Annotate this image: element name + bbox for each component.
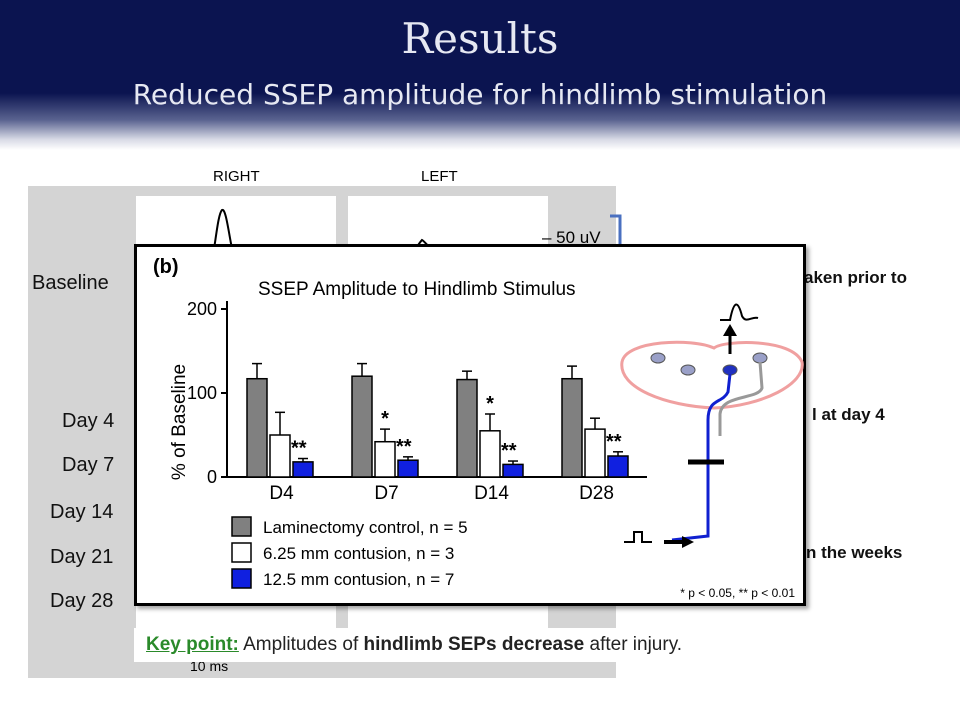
bar <box>374 440 396 478</box>
key-point-text-2: after injury. <box>584 634 683 655</box>
row-label-day4: Day 4 <box>62 410 115 432</box>
panel-label: (b) <box>153 256 179 278</box>
row-label-day21: Day 21 <box>50 546 114 568</box>
bar <box>269 434 291 478</box>
significance-marker: * <box>486 393 494 415</box>
bar <box>351 375 373 478</box>
row-label-day14: Day 14 <box>50 501 114 523</box>
side-text-1: aken prior to <box>804 268 907 287</box>
row-label-baseline: Baseline <box>32 272 109 294</box>
legend-label: Laminectomy control, n = 5 <box>263 518 468 537</box>
bar-chart-inset: (b) SSEP Amplitude to Hindlimb Stimulus … <box>134 244 806 606</box>
key-point-label: Key point: <box>146 634 239 655</box>
x-tick-label: D28 <box>579 483 614 504</box>
bar-chart: (b) SSEP Amplitude to Hindlimb Stimulus … <box>153 256 795 600</box>
slide-title: Results <box>401 14 559 63</box>
side-text-2: l at day 4 <box>812 405 885 424</box>
significance-marker: ** <box>606 431 622 453</box>
x-tick-label: D14 <box>474 483 509 504</box>
legend-swatch <box>231 542 252 563</box>
x-tick-label: D4 <box>269 483 294 504</box>
side-text-3: n the weeks <box>806 543 903 562</box>
significance-marker: ** <box>396 436 412 458</box>
y-axis-label: % of Baseline <box>169 364 190 480</box>
column-label-left: LEFT <box>421 168 458 185</box>
bar <box>502 463 524 478</box>
slide-subtitle: Reduced SSEP amplitude for hindlimb stim… <box>132 78 828 111</box>
time-bar-label: 10 ms <box>190 658 229 674</box>
title-banner <box>0 0 960 150</box>
row-label-day28: Day 28 <box>50 590 114 612</box>
bar <box>479 430 501 478</box>
legend-label: 6.25 mm contusion, n = 3 <box>263 544 454 563</box>
significance-marker: ** <box>501 440 517 462</box>
y-tick-label: 0 <box>207 467 217 487</box>
bar <box>561 377 583 478</box>
significance-marker: * <box>381 408 389 430</box>
chart-title: SSEP Amplitude to Hindlimb Stimulus <box>258 279 576 300</box>
key-point-text-1: Amplitudes of <box>238 634 364 655</box>
bar <box>397 459 419 478</box>
row-label-day7: Day 7 <box>62 454 115 476</box>
key-point-emphasis: hindlimb SEPs decrease <box>363 634 585 655</box>
legend-swatch <box>231 516 252 537</box>
bar <box>584 428 606 478</box>
significance-footnote: * p < 0.05, ** p < 0.01 <box>680 586 795 600</box>
bar <box>292 461 314 478</box>
spinal-cord-schematic <box>620 303 804 548</box>
bar <box>456 378 478 478</box>
y-tick-label: 200 <box>187 299 217 319</box>
legend-swatch <box>231 568 252 589</box>
significance-marker: ** <box>291 438 307 460</box>
y-tick-label: 100 <box>187 383 217 403</box>
x-tick-label: D7 <box>374 483 398 504</box>
legend-label: 12.5 mm contusion, n = 7 <box>263 570 454 589</box>
scale-bar-label: – 50 uV <box>542 228 601 247</box>
key-point-callout: Key point: Amplitudes of hindlimb SEPs d… <box>134 628 814 662</box>
column-label-right: RIGHT <box>213 168 260 185</box>
bar <box>246 377 268 478</box>
